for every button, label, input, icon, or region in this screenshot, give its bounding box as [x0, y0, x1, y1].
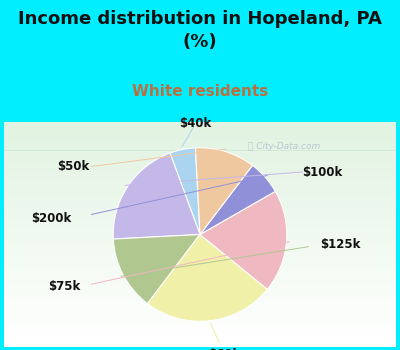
Bar: [4, 190, 396, 195]
Text: White residents: White residents: [132, 84, 268, 99]
Bar: [4, 307, 396, 313]
Bar: [4, 313, 396, 319]
Bar: [4, 167, 396, 173]
Text: $200k: $200k: [31, 212, 72, 225]
Wedge shape: [196, 148, 252, 234]
Wedge shape: [113, 234, 200, 304]
Text: Income distribution in Hopeland, PA
(%): Income distribution in Hopeland, PA (%): [18, 10, 382, 51]
Text: $50k: $50k: [57, 160, 89, 173]
Bar: [4, 145, 396, 150]
Bar: [4, 184, 396, 190]
Text: $100k: $100k: [302, 166, 343, 178]
Bar: [4, 229, 396, 234]
Bar: [4, 290, 396, 296]
Bar: [4, 234, 396, 240]
Bar: [4, 139, 396, 145]
Bar: [4, 251, 396, 257]
Bar: [4, 318, 396, 324]
Bar: [4, 150, 396, 156]
Bar: [4, 268, 396, 274]
Bar: [4, 122, 396, 128]
Bar: [4, 173, 396, 178]
Bar: [4, 206, 396, 212]
Bar: [4, 212, 396, 218]
Bar: [4, 302, 396, 307]
Bar: [4, 240, 396, 246]
Bar: [4, 195, 396, 201]
Text: ⓘ City-Data.com: ⓘ City-Data.com: [248, 142, 320, 151]
Bar: [4, 178, 396, 184]
Text: $125k: $125k: [320, 238, 360, 251]
Wedge shape: [200, 191, 287, 289]
Bar: [4, 330, 396, 335]
Bar: [4, 257, 396, 262]
Bar: [4, 274, 396, 279]
Wedge shape: [113, 153, 200, 239]
Bar: [4, 324, 396, 330]
Bar: [4, 341, 396, 346]
Bar: [4, 246, 396, 251]
Bar: [4, 285, 396, 290]
Wedge shape: [170, 148, 200, 234]
Wedge shape: [148, 234, 267, 321]
Bar: [4, 218, 396, 223]
Bar: [4, 223, 396, 229]
Text: $40k: $40k: [180, 117, 212, 130]
Bar: [4, 162, 396, 167]
Bar: [4, 296, 396, 302]
Text: $60k: $60k: [208, 348, 240, 350]
FancyBboxPatch shape: [4, 122, 396, 346]
Bar: [4, 335, 396, 341]
Bar: [4, 134, 396, 139]
Bar: [4, 262, 396, 268]
Bar: [4, 279, 396, 285]
Bar: [4, 128, 396, 134]
Wedge shape: [200, 165, 275, 234]
Text: $75k: $75k: [48, 280, 80, 293]
Bar: [4, 201, 396, 206]
Bar: [4, 156, 396, 162]
